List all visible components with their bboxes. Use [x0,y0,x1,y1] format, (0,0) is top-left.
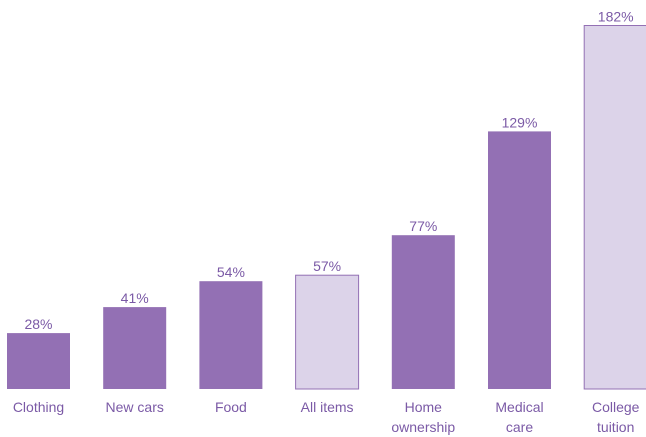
value-label-4: 77% [409,218,437,234]
category-labels-group: Clothing New cars Food All items Home ownersh… [13,399,640,435]
category-label-5-line-1: care [506,419,533,435]
bar-2 [199,281,263,389]
category-label-5-line-0: Medical [495,399,543,415]
value-label-0: 28% [24,316,52,332]
bar-4 [391,235,455,389]
category-label-2-line-0: Food [215,399,247,415]
bar-6 [583,25,646,390]
category-label-3-line-0: All items [301,399,354,415]
category-label-4-line-1: ownership [391,419,455,435]
bars-group [7,25,646,390]
category-label-6-line-0: College [592,399,640,415]
category-label-0-line-0: Clothing [13,399,64,415]
value-labels-group: 28% 41% 54% 57% 77% 129% 182% [24,9,633,333]
category-label-4-line-0: Home [405,399,443,415]
bar-3 [295,274,360,390]
category-label-6-line-1: tuition [597,419,634,435]
bar-5 [488,131,551,389]
value-label-5: 129% [502,114,538,130]
category-label-1-line-0: New cars [106,399,164,415]
bar-0 [7,333,70,389]
bar-1 [103,307,167,389]
value-label-6: 182% [598,9,634,25]
value-label-1: 41% [121,290,149,306]
value-label-3: 57% [313,258,341,274]
value-label-2: 54% [217,264,245,280]
